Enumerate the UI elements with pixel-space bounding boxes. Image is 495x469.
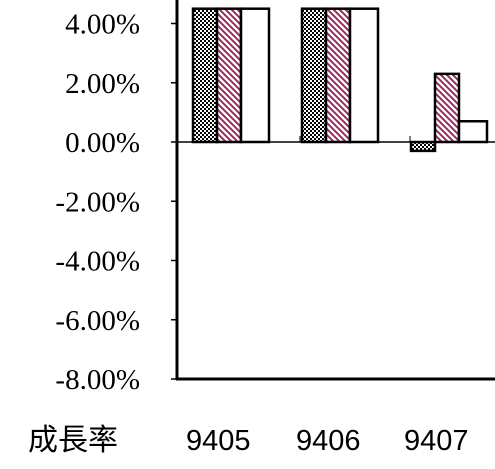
bar-series-3 xyxy=(348,7,380,144)
bar-series-3 xyxy=(457,120,489,144)
bar-series-2 xyxy=(433,72,461,144)
bars xyxy=(191,7,489,153)
row-label: 成長率 xyxy=(28,423,118,458)
y-tick-label: 4.00% xyxy=(65,9,140,41)
bar-series-1 xyxy=(300,7,328,144)
y-tick-label: -2.00% xyxy=(55,186,140,218)
bar-series-2 xyxy=(215,7,243,144)
y-tick-label: -4.00% xyxy=(55,246,140,278)
bar-series-1 xyxy=(191,7,219,144)
y-axis-ticks xyxy=(171,22,177,380)
bar-series-2 xyxy=(324,7,352,144)
y-tick-label: -8.00% xyxy=(55,364,140,396)
labels: -8.00% -6.00% -4.00% -2.00% 0.00% 2.00% 4.00% 成… xyxy=(28,9,469,459)
category-label: 9405 xyxy=(186,425,251,457)
category-label: 9406 xyxy=(296,425,361,457)
bar-series-1 xyxy=(409,140,437,153)
bar-series-3 xyxy=(239,7,271,144)
axes xyxy=(175,0,495,381)
category-label: 9407 xyxy=(404,425,469,457)
y-tick-label: -6.00% xyxy=(55,305,140,337)
y-tick-label: 2.00% xyxy=(65,68,140,100)
y-tick-label: 0.00% xyxy=(65,127,140,159)
